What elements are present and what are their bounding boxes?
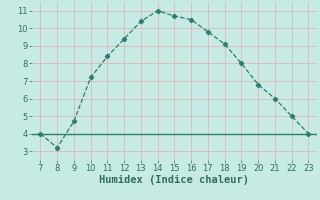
X-axis label: Humidex (Indice chaleur): Humidex (Indice chaleur) (100, 175, 249, 185)
